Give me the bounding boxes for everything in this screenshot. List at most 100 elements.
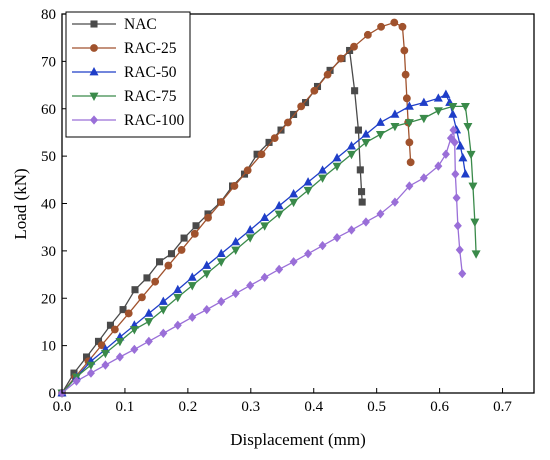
legend-item-rac-100: RAC-100 (72, 112, 185, 129)
legend-box (65, 11, 191, 138)
legend-label: RAC-100 (124, 112, 185, 129)
data-point-rac-100 (115, 352, 124, 362)
data-point-rac-75 (470, 218, 480, 227)
data-point-rac-100 (246, 280, 255, 291)
data-point-rac-100 (458, 268, 467, 279)
data-point-rac-75 (274, 210, 284, 219)
data-point-rac-50 (375, 117, 385, 126)
data-point-rac-25 (398, 22, 407, 31)
data-point-rac-100 (188, 312, 197, 322)
series-rac-75 (57, 103, 481, 399)
data-point-rac-100 (441, 149, 450, 159)
data-point-nac (356, 166, 364, 174)
legend-label: RAC-75 (124, 88, 177, 105)
series-line-rac-50 (61, 93, 467, 394)
data-point-rac-50 (318, 165, 328, 174)
data-point-rac-50 (433, 93, 443, 102)
data-point-rac-75 (115, 338, 125, 347)
x-tick-label: 0.4 (304, 399, 323, 415)
x-tick-label: 0.7 (493, 399, 512, 415)
data-point-rac-50 (303, 177, 313, 186)
data-point-rac-50 (187, 272, 197, 281)
data-point-rac-100 (347, 225, 356, 235)
y-tick-label: 20 (41, 291, 56, 307)
legend-label: RAC-50 (124, 64, 177, 81)
data-point-rac-75 (202, 270, 212, 279)
legend-label: NAC (124, 16, 157, 33)
data-point-rac-100 (144, 336, 153, 347)
data-point-rac-100 (260, 272, 269, 283)
data-point-rac-50 (216, 248, 226, 258)
data-point-rac-50 (332, 153, 342, 162)
data-point-rac-100 (376, 209, 385, 219)
data-point-rac-100 (159, 328, 168, 338)
data-point-rac-100 (130, 344, 139, 355)
data-point-rac-25 (402, 94, 411, 103)
data-point-rac-75 (375, 130, 385, 140)
legend: NAC RAC-25 RAC-50 RAC-75 RAC-100 (65, 11, 191, 138)
data-point-rac-75 (303, 186, 313, 196)
data-point-rac-50 (158, 296, 168, 305)
data-point-nac (131, 286, 139, 294)
data-point-rac-100 (450, 137, 459, 148)
data-point-rac-50 (460, 169, 470, 178)
x-axis-title: Displacement (mm) (230, 430, 366, 449)
data-point-rac-25 (177, 246, 186, 254)
data-point-rac-25 (405, 138, 414, 147)
data-point-rac-100 (451, 169, 460, 179)
data-point-rac-75 (129, 326, 139, 335)
data-point-rac-50 (419, 97, 429, 106)
data-point-rac-75 (216, 258, 226, 267)
y-tick-label: 30 (41, 244, 56, 260)
data-point-rac-25 (363, 30, 372, 39)
data-point-nac (180, 234, 188, 242)
data-point-rac-25 (164, 261, 173, 270)
data-point-rac-100 (361, 217, 370, 227)
data-point-rac-75 (361, 139, 371, 148)
data-point-rac-75 (404, 119, 414, 128)
data-point-nac (290, 110, 298, 118)
data-point-rac-100 (289, 257, 298, 267)
data-point-rac-100 (390, 197, 399, 207)
data-point-nac (354, 126, 362, 134)
data-point-nac (167, 250, 176, 258)
y-axis-title: Load (kN) (11, 168, 30, 239)
data-point-rac-25 (257, 150, 266, 159)
data-point-rac-75 (144, 318, 154, 327)
data-point-rac-100 (86, 368, 95, 378)
legend-item-rac-25: RAC-25 (72, 40, 177, 57)
data-point-rac-25 (151, 277, 160, 286)
series-rac-50 (57, 89, 470, 397)
legend-marker (89, 92, 99, 102)
data-point-rac-100 (231, 288, 240, 299)
data-point-rac-50 (289, 189, 299, 198)
data-point-rac-100 (318, 241, 327, 251)
axis-layer: 0.0 0.1 0.2 0.3 0.4 0.5 0.6 0.7 0 10 20 30 40 50 60 70 8… (41, 7, 512, 415)
data-point-rac-25 (190, 229, 199, 238)
data-point-nac (358, 188, 366, 196)
data-point-rac-50 (231, 236, 241, 246)
data-point-rac-75 (433, 107, 443, 116)
data-point-rac-75 (318, 174, 328, 183)
y-tick-label: 60 (41, 102, 56, 118)
data-point-rac-75 (158, 306, 168, 315)
data-point-rac-75 (468, 182, 478, 191)
data-point-rac-100 (419, 173, 428, 183)
data-point-rac-75 (187, 282, 197, 291)
data-point-rac-100 (72, 376, 81, 386)
data-point-rac-50 (455, 141, 465, 150)
y-tick-label: 0 (49, 386, 57, 402)
data-point-rac-25 (124, 309, 133, 318)
data-point-rac-100 (217, 296, 226, 307)
data-point-rac-25 (323, 70, 332, 79)
y-tick-label: 40 (41, 197, 56, 213)
data-point-rac-75 (289, 198, 299, 208)
data-point-rac-100 (405, 181, 414, 191)
data-point-rac-100 (452, 193, 461, 203)
data-point-rac-25 (284, 118, 292, 127)
data-point-rac-100 (453, 221, 462, 231)
data-point-rac-25 (400, 46, 409, 55)
legend-marker (89, 66, 99, 76)
